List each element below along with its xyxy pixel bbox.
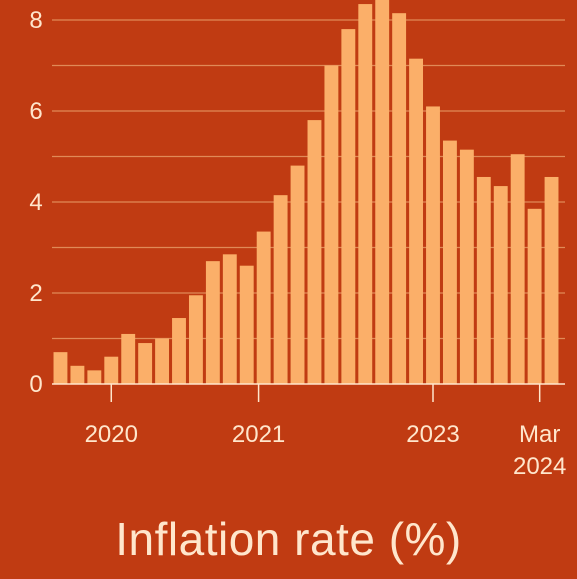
bar bbox=[426, 106, 440, 384]
bar bbox=[155, 338, 170, 384]
bar bbox=[358, 4, 373, 384]
bar bbox=[375, 0, 390, 385]
bar bbox=[392, 13, 407, 385]
bar bbox=[205, 261, 220, 384]
x-tick-label-line: 2024 bbox=[513, 453, 566, 480]
bar bbox=[493, 186, 508, 384]
bar bbox=[290, 165, 305, 384]
bar bbox=[87, 370, 102, 384]
bar bbox=[476, 176, 491, 384]
y-tick-label: 8 bbox=[29, 7, 42, 34]
chart-title: Inflation rate (%) bbox=[115, 513, 462, 565]
x-tick-label-line: 2023 bbox=[406, 421, 459, 448]
bar bbox=[409, 58, 424, 385]
bar bbox=[138, 343, 153, 384]
x-tick-label-line: Mar bbox=[519, 421, 560, 448]
y-tick-label: 0 bbox=[29, 371, 42, 398]
bar bbox=[324, 65, 339, 384]
bar bbox=[53, 352, 68, 384]
x-tick-label: 2023 bbox=[406, 421, 459, 448]
bar bbox=[70, 365, 85, 384]
bars bbox=[53, 0, 559, 385]
x-tick-label-line: 2021 bbox=[232, 421, 285, 448]
bar bbox=[188, 295, 203, 384]
bar bbox=[510, 154, 525, 384]
x-tick-label: 2020 bbox=[85, 421, 138, 448]
bar bbox=[222, 254, 237, 384]
bar bbox=[307, 120, 322, 384]
bar bbox=[104, 356, 119, 384]
bar bbox=[341, 29, 356, 384]
bar bbox=[459, 149, 474, 384]
x-tick-label-line: 2020 bbox=[85, 421, 138, 448]
bar bbox=[442, 140, 457, 384]
bar bbox=[172, 318, 186, 384]
x-tick-label: Mar 2024 bbox=[513, 421, 566, 480]
bar bbox=[273, 195, 288, 384]
bar bbox=[256, 231, 271, 384]
bar bbox=[544, 176, 559, 384]
y-tick-label: 4 bbox=[29, 189, 42, 216]
x-tick-label: 2021 bbox=[232, 421, 285, 448]
y-tick-label: 2 bbox=[29, 280, 42, 307]
bar bbox=[239, 265, 254, 384]
bar bbox=[121, 333, 136, 384]
y-tick-label: 6 bbox=[29, 98, 42, 125]
bar bbox=[527, 208, 542, 384]
